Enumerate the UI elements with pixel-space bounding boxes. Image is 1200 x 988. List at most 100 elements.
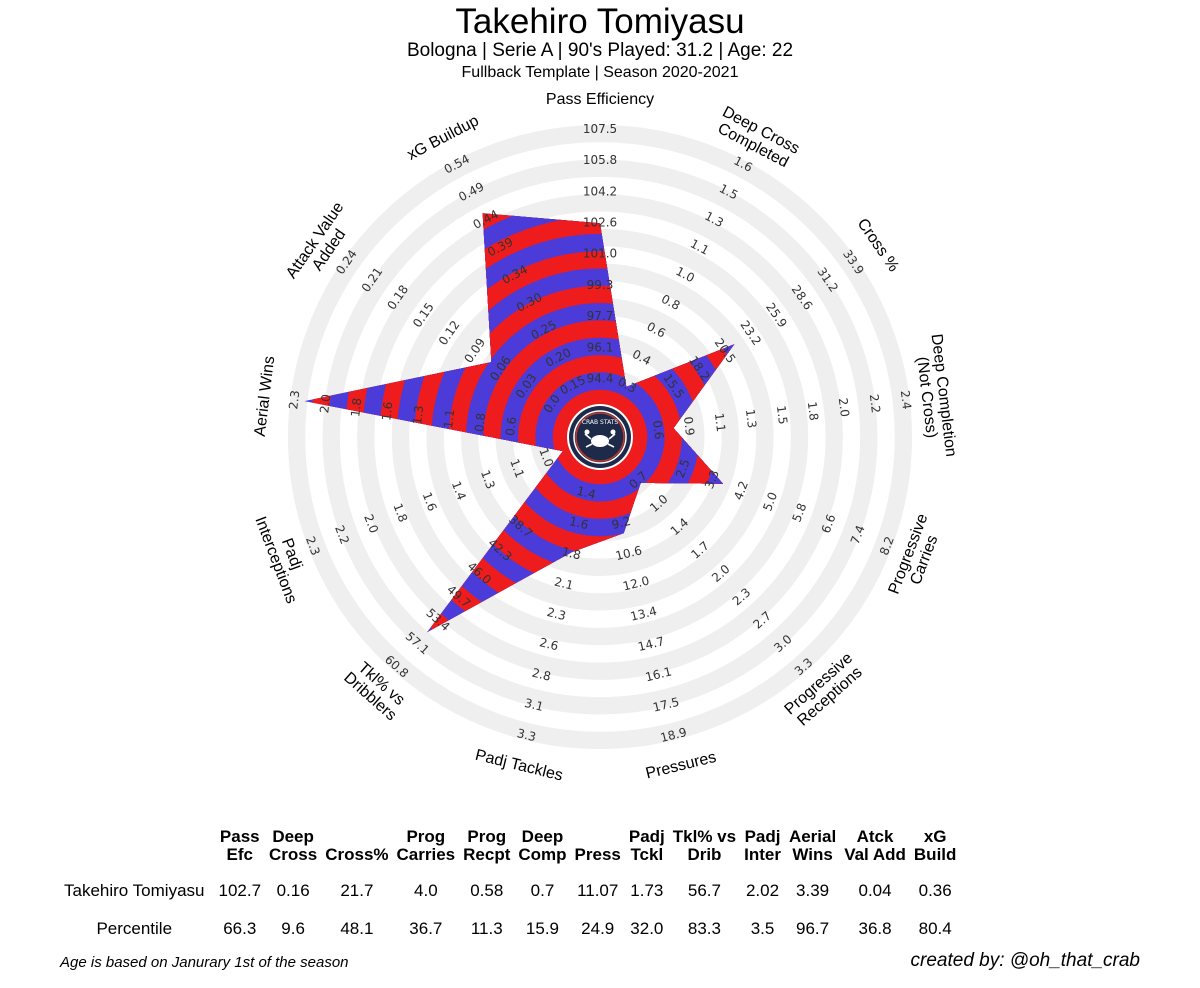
table-cell: 96.7 — [796, 919, 830, 938]
player-name-title: Takehiro Tomiyasu — [455, 2, 745, 41]
tick-label: 1.0 — [536, 446, 556, 469]
tick-label: 5.0 — [760, 490, 780, 513]
player-info-subtitle: Bologna | Serie A | 90's Played: 31.2 | … — [406, 40, 794, 61]
tick-label: 4.2 — [731, 479, 751, 502]
tick-label: 9.2 — [610, 514, 632, 532]
tick-label: 17.5 — [651, 695, 680, 715]
table-cell: 36.7 — [409, 919, 443, 938]
tick-label: 0.6 — [503, 416, 519, 437]
tick-label: 1.8 — [805, 401, 821, 422]
table-cell: 80.4 — [918, 919, 952, 938]
tick-label: 94.4 — [587, 372, 614, 386]
column-header: Aerial Wins — [788, 827, 837, 864]
table-cell: 0.7 — [530, 881, 555, 900]
tick-label: 97.7 — [587, 309, 614, 323]
axis-label: Padj Tackles — [473, 747, 564, 785]
column-header: Pass Efc — [219, 827, 260, 864]
tick-label: 7.4 — [848, 523, 868, 546]
tick-label: 102.6 — [583, 216, 617, 230]
table-cell: 2.02 — [745, 881, 780, 900]
column-header: Cross% — [325, 845, 389, 864]
tick-label: 1.6 — [568, 514, 590, 532]
tick-label: 0.8 — [472, 412, 488, 433]
stats-row: Takehiro Tomiyasu 102.7 0.16 21.7 4.0 0.58 0.7… — [60, 872, 960, 910]
axis-label: Pressures — [644, 749, 718, 783]
tick-label: 3.3 — [702, 468, 722, 491]
logo-text: CRAB STATS — [582, 419, 619, 426]
tick-label: 0.9 — [681, 416, 697, 437]
tick-label: 0.6 — [650, 420, 666, 441]
age-footnote: Age is based on Janurary 1st of the seas… — [60, 954, 349, 971]
tick-label: 3.3 — [516, 726, 538, 744]
table-cell: 0.04 — [858, 881, 892, 900]
tick-label: 1.3 — [478, 468, 498, 491]
stats-row: Percentile 66.3 9.6 48.1 36.7 11.3 15.9 24.9 32.… — [60, 910, 960, 948]
tick-label: 1.6 — [420, 490, 440, 513]
table-cell: 0.58 — [470, 881, 504, 900]
background-ring — [357, 194, 843, 680]
radar-chart: 94.4 96.1 97.7 99.3 101.0 102.6 104.2 105.8 107.… — [251, 91, 959, 785]
tick-label: 1.8 — [348, 397, 364, 418]
tick-label: 96.1 — [587, 340, 614, 354]
table-cell: 9.6 — [281, 919, 305, 938]
crab-stats-logo: CRAB STATS — [567, 404, 633, 470]
tick-label: 10.6 — [614, 543, 643, 563]
axis-label: Deep Completion(Not Cross) — [911, 333, 960, 460]
table-cell: 66.3 — [223, 919, 257, 938]
table-cell: 11.07 — [577, 881, 619, 900]
tick-label: 13.4 — [629, 604, 658, 624]
table-cell: 3.39 — [796, 881, 830, 900]
column-header: xG Build — [913, 827, 957, 864]
column-header: Deep Comp — [518, 827, 567, 864]
row-label: Percentile — [96, 919, 173, 938]
column-header: Atck Val Add — [844, 827, 906, 864]
tick-label: 2.5 — [673, 457, 693, 480]
tick-label: 99.3 — [587, 278, 614, 292]
tick-label: 18.9 — [659, 725, 688, 745]
tick-label: 3.1 — [523, 696, 545, 714]
tick-label: 16.1 — [644, 664, 673, 684]
tick-label: 6.6 — [819, 512, 839, 535]
table-cell: 24.9 — [581, 919, 615, 938]
axis-label: Pass Efficiency — [546, 91, 654, 108]
table-cell: 1.73 — [630, 881, 664, 900]
table-cell: 11.3 — [470, 919, 503, 938]
background-ring — [287, 124, 913, 750]
table-cell: 102.7 — [218, 881, 262, 900]
row-label: Takehiro Tomiyasu — [64, 881, 205, 900]
table-cell: 32.0 — [630, 919, 664, 938]
tick-label: 1.4 — [449, 479, 469, 502]
table-cell: 56.7 — [687, 881, 721, 900]
tick-label: 2.6 — [538, 635, 560, 653]
tick-label: 12.0 — [621, 574, 650, 594]
column-header: Deep Cross — [269, 827, 318, 864]
table-cell: 21.7 — [340, 881, 374, 900]
credit-text: created by: @oh_that_crab — [910, 950, 1140, 971]
tick-label: 2.1 — [553, 575, 575, 593]
column-header: Tkl% vs Drib — [672, 827, 737, 864]
tick-label: 1.8 — [560, 544, 582, 562]
column-header: Padj Inter — [744, 827, 781, 864]
tick-label: 1.8 — [390, 501, 410, 524]
tick-label: 2.3 — [286, 390, 302, 411]
tick-label: 104.2 — [583, 184, 617, 198]
template-season-subtitle: Fullback Template | Season 2020-2021 — [461, 64, 739, 81]
table-cell: 48.1 — [340, 919, 374, 938]
tick-label: 1.4 — [575, 484, 597, 502]
tick-label: 1.3 — [410, 405, 426, 426]
tick-label: 2.3 — [303, 535, 323, 558]
tick-label: 2.2 — [332, 523, 352, 546]
tick-label: 2.2 — [867, 393, 883, 414]
tick-label: 1.5 — [774, 405, 790, 426]
table-cell: 0.16 — [276, 881, 310, 900]
column-header: Prog Carries — [396, 827, 456, 864]
tick-label: 2.8 — [530, 666, 552, 684]
tick-label: 2.0 — [361, 512, 381, 535]
column-header: Padj Tckl — [628, 827, 665, 864]
tick-label: 2.4 — [898, 390, 914, 411]
tick-label: 1.3 — [743, 408, 759, 429]
table-cell: 0.36 — [918, 881, 952, 900]
tick-label: 1.1 — [507, 457, 527, 480]
tick-label: 101.0 — [583, 247, 617, 261]
